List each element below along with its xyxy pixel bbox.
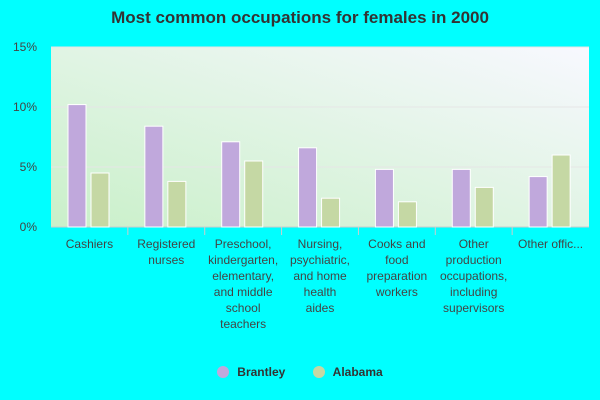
category-label: Preschool, kindergarten, elementary, and mi… (208, 237, 279, 331)
y-tick-label: 0% (20, 220, 38, 234)
bar-alabama-2[interactable] (244, 160, 264, 228)
y-axis: 0% 5% 10% 15% (13, 40, 37, 234)
bar-alabama-6[interactable] (551, 154, 571, 228)
legend-swatch-alabama (312, 366, 325, 378)
legend-label-alabama: Alabama (332, 365, 383, 379)
category-label: Cooks and food preparation workers (366, 237, 428, 299)
category-label: Nursing, psychiatric, and home health aides (289, 237, 351, 315)
bar-brantley-6[interactable] (528, 176, 548, 228)
bar-alabama-3[interactable] (321, 197, 341, 228)
bar-brantley-2[interactable] (221, 141, 241, 228)
bar-brantley-5[interactable] (451, 168, 471, 228)
bar-brantley-4[interactable] (374, 168, 394, 228)
category-label: Other offic... (517, 237, 584, 251)
grid-lines (51, 46, 589, 235)
legend-item-alabama: Alabama (312, 365, 383, 379)
bar-alabama-0[interactable] (90, 172, 110, 228)
y-tick-label: 5% (20, 160, 38, 174)
chart-title: Most common occupations for females in 2… (111, 8, 489, 27)
bar-brantley-1[interactable] (144, 125, 164, 228)
legend: Brantley Alabama (0, 365, 600, 381)
category-label: Registered nurses (137, 237, 196, 267)
bar-alabama-1[interactable] (167, 180, 187, 228)
bars (67, 104, 571, 228)
y-tick-label: 15% (13, 40, 37, 54)
category-label: Cashiers (65, 237, 114, 251)
bar-alabama-5[interactable] (474, 186, 494, 228)
legend-item-brantley: Brantley (217, 365, 285, 379)
legend-swatch-brantley (217, 366, 230, 378)
bar-alabama-4[interactable] (397, 201, 417, 228)
y-tick-label: 10% (13, 100, 37, 114)
bar-brantley-3[interactable] (298, 147, 318, 228)
legend-label-brantley: Brantley (237, 365, 286, 379)
category-label: Other production occupations, including supe… (440, 237, 508, 315)
bar-brantley-0[interactable] (67, 104, 87, 228)
plot-area (51, 47, 589, 227)
